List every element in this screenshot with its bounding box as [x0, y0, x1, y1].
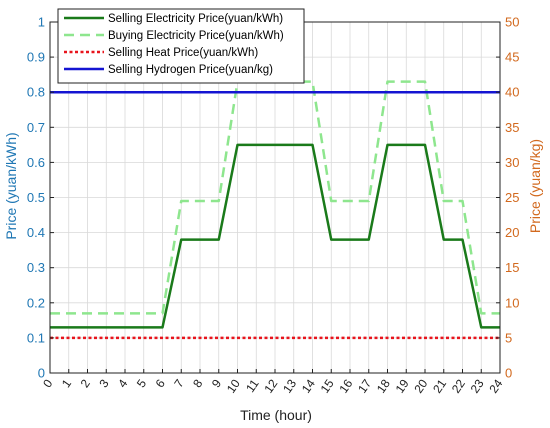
x-axis-label: Time (hour) — [240, 407, 312, 423]
series-line-0 — [50, 143, 500, 329]
left-tick-label: 0.9 — [27, 50, 45, 65]
x-tick-label: 22 — [449, 376, 468, 395]
x-tick-label: 19 — [393, 376, 412, 395]
x-tick-label: 17 — [355, 376, 374, 395]
right-tick-label: 40 — [505, 85, 519, 100]
right-tick-label: 5 — [505, 330, 512, 345]
right-axis-ticks: 0 5 10 15 20 25 30 35 40 45 50 — [496, 15, 519, 381]
x-tick-label: 21 — [430, 376, 449, 395]
x-tick-label: 7 — [171, 376, 186, 390]
x-tick-label: 1 — [59, 376, 74, 390]
left-tick-label: 0.6 — [27, 155, 45, 170]
x-tick-label: 14 — [299, 376, 318, 395]
left-tick-label: 0.4 — [27, 225, 45, 240]
series-line-1 — [50, 80, 500, 315]
x-tick-label: 9 — [209, 376, 224, 390]
x-tick-label: 2 — [78, 376, 93, 390]
x-tick-label: 6 — [153, 376, 168, 390]
left-tick-label: 1 — [38, 15, 45, 30]
legend-label-selling-electricity: Selling Electricity Price(yuan/kWh) — [108, 13, 283, 25]
right-tick-label: 45 — [505, 50, 519, 65]
left-tick-label: 0.2 — [27, 295, 45, 310]
x-tick-label: 15 — [318, 376, 337, 395]
x-tick-label: 8 — [190, 376, 205, 390]
right-tick-label: 25 — [505, 190, 519, 205]
right-tick-label: 15 — [505, 260, 519, 275]
left-tick-label: 0.5 — [27, 190, 45, 205]
legend-label-selling-hydrogen: Selling Hydrogen Price(yuan/kg) — [108, 64, 273, 76]
left-axis-ticks: 0 0.1 0.2 0.3 0.4 0.5 0.6 0.7 0.8 0.9 1 — [27, 15, 54, 381]
left-tick-label: 0.8 — [27, 85, 45, 100]
right-tick-label: 10 — [505, 295, 519, 310]
x-tick-label: 23 — [468, 376, 487, 395]
left-tick-label: 0.7 — [27, 120, 45, 135]
left-tick-label: 0.1 — [27, 330, 45, 345]
legend: Selling Electricity Price(yuan/kWh) Buyi… — [57, 8, 305, 84]
right-tick-label: 35 — [505, 120, 519, 135]
legend-box — [57, 8, 305, 84]
right-tick-label: 30 — [505, 155, 519, 170]
legend-label-buying-electricity: Buying Electricity Price(yuan/kWh) — [108, 30, 284, 42]
x-tick-label: 18 — [374, 376, 393, 395]
x-tick-label: 5 — [134, 376, 149, 390]
x-tick-label: 16 — [336, 376, 355, 395]
y-axis-label-right: Price (yuan/kg) — [527, 139, 543, 233]
x-tick-label: 11 — [243, 376, 262, 395]
right-tick-label: 50 — [505, 15, 519, 30]
right-tick-label: 20 — [505, 225, 519, 240]
x-tick-label: 13 — [280, 376, 299, 395]
x-tick-label: 20 — [411, 376, 430, 395]
x-tick-label: 4 — [115, 376, 130, 390]
x-tick-label: 10 — [224, 376, 243, 395]
left-tick-label: 0.3 — [27, 260, 45, 275]
x-tick-label: 0 — [40, 376, 55, 390]
legend-label-selling-heat: Selling Heat Price(yuan/kWh) — [108, 47, 258, 59]
left-tick-label: 0 — [38, 366, 45, 381]
series-layer — [50, 80, 500, 340]
x-tick-label: 12 — [261, 376, 280, 395]
x-tick-label: 24 — [486, 376, 505, 395]
y-axis-label-left: Price (yuan/kWh) — [3, 132, 19, 239]
right-tick-label: 0 — [505, 366, 512, 381]
x-tick-label: 3 — [96, 376, 111, 390]
